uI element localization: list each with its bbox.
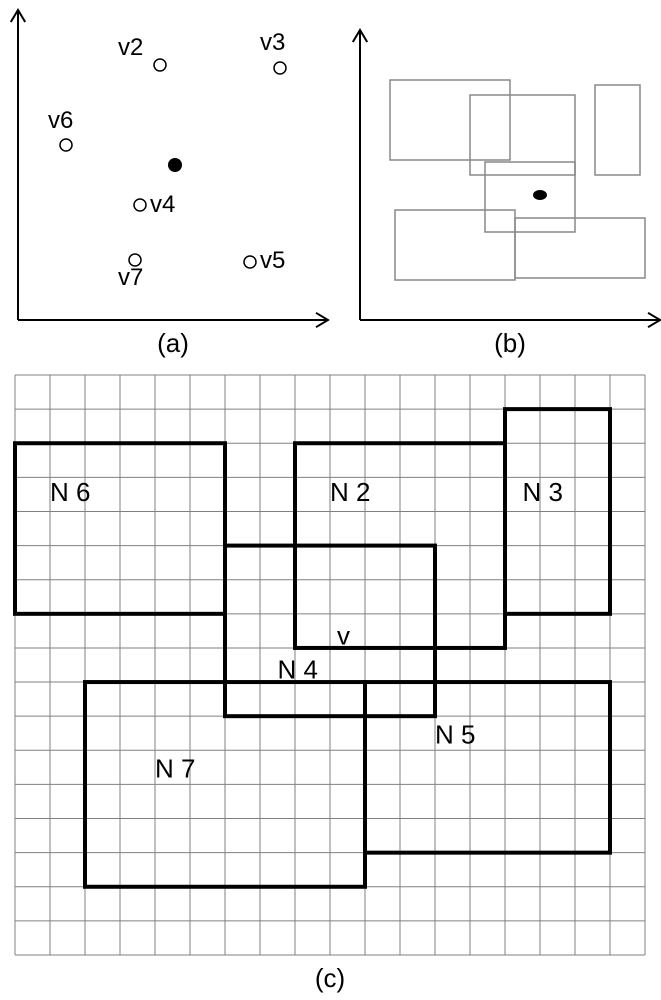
point-v5 xyxy=(244,256,256,268)
label-v: v xyxy=(337,621,350,651)
caption-b: (b) xyxy=(494,328,526,358)
label-v2: v2 xyxy=(118,34,143,61)
panel-b: (b) xyxy=(390,80,645,358)
label-N5: N 5 xyxy=(435,719,475,749)
point-v2 xyxy=(154,59,166,71)
panel-c: N 6N 2N 3N 4N 7N 5v(c) xyxy=(15,375,645,993)
rect-b-3 xyxy=(485,162,575,232)
label-N2: N 2 xyxy=(330,477,370,507)
label-v3: v3 xyxy=(260,29,285,56)
label-v7: v7 xyxy=(118,264,143,291)
label-N7: N 7 xyxy=(155,754,195,784)
label-v5: v5 xyxy=(260,247,285,274)
center-dot-a xyxy=(168,158,182,172)
caption-c: (c) xyxy=(315,963,345,993)
caption-a: (a) xyxy=(157,328,189,358)
rect-b-5 xyxy=(515,218,645,278)
rect-b-4 xyxy=(395,210,515,280)
label-v6: v6 xyxy=(48,107,73,134)
rect-b-2 xyxy=(595,85,640,175)
center-dot-b xyxy=(533,190,547,200)
label-N6: N 6 xyxy=(50,477,90,507)
rect-N5 xyxy=(365,682,610,853)
rect-b-0 xyxy=(390,80,510,160)
panel-a: v2 v3 v6 v4 v7 v5 (a) xyxy=(48,29,286,358)
point-v3 xyxy=(274,62,286,74)
point-v4 xyxy=(134,199,146,211)
point-v6 xyxy=(60,139,72,151)
label-v4: v4 xyxy=(150,191,175,218)
label-N3: N 3 xyxy=(523,477,563,507)
